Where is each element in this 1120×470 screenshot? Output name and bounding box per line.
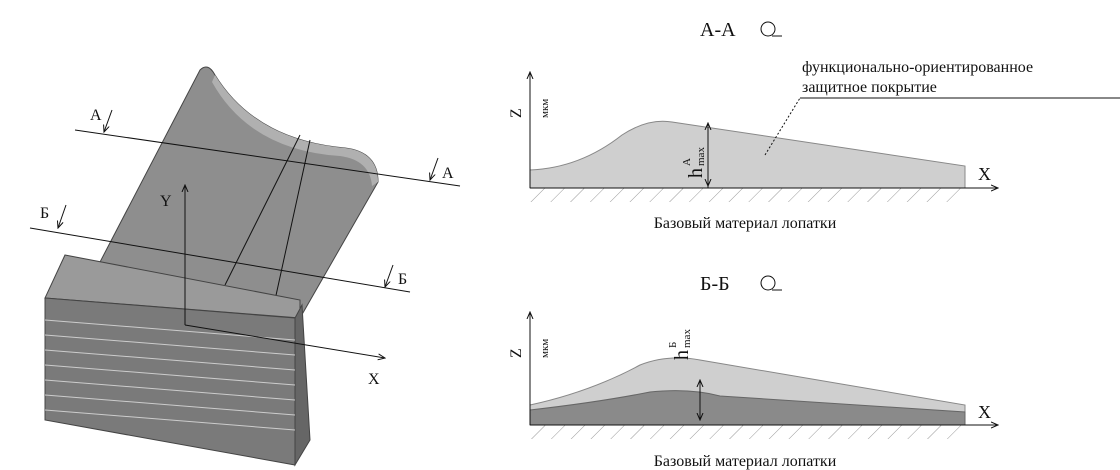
axis-label: X [368,371,380,388]
base-label: Базовый материал лопатки [654,453,837,470]
section-mark: А [442,165,454,182]
view-symbol [761,22,782,36]
base-hatch [530,425,965,439]
height-symbol: h [685,168,707,178]
section-mark: А [90,107,102,124]
height-symbol: h [671,350,693,360]
section-title: Б-Б [700,273,730,295]
section-mark: Б [398,271,407,288]
annotation: защитное покрытие [802,79,937,96]
axis-label: Z [508,108,525,118]
height-superscript: А [681,158,693,166]
axis-label: X [978,402,991,422]
coating [530,121,965,188]
section-title: А-А [700,19,736,41]
axis-label: X [978,164,991,184]
figure: А А Б Б Y X А-А Z мкм h А max функционал… [0,0,1120,470]
section-mark: Б [40,205,49,222]
height-subscript: max [681,329,693,348]
annotation: функционально-ориентированное [802,59,1033,76]
axis-label: Z [508,348,525,358]
height-superscript: Б [667,342,679,348]
blade [45,67,378,465]
axis-label: Y [160,193,172,210]
unit: мкм [539,339,551,358]
unit: мкм [539,99,551,118]
base-label: Базовый материал лопатки [654,215,837,232]
view-symbol [761,276,782,290]
base-hatch [530,188,965,202]
height-subscript: max [695,147,707,166]
